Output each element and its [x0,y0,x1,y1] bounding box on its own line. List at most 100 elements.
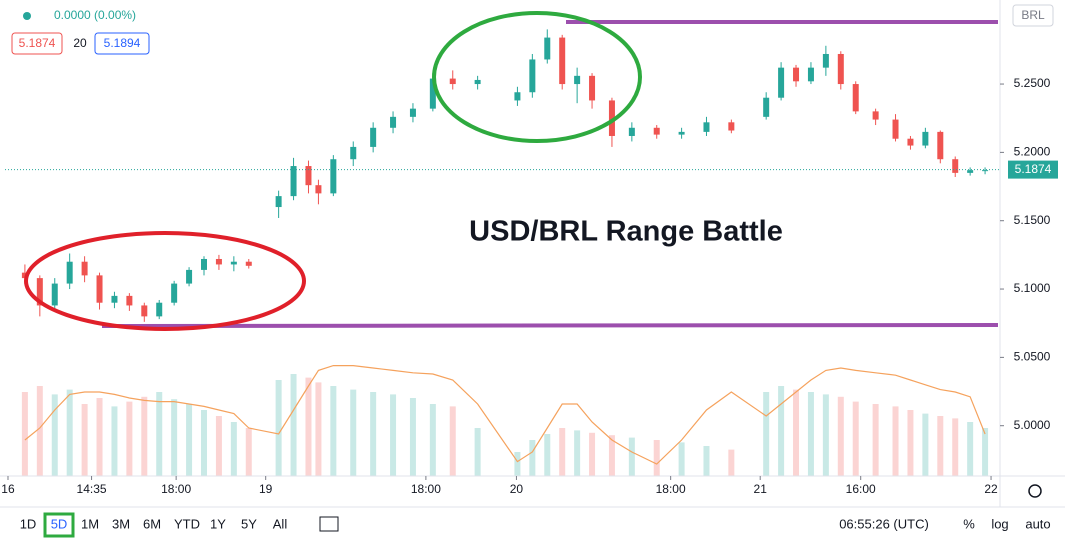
candle-body [763,97,770,117]
volume-bar [514,452,521,476]
candle-body [245,261,252,266]
last-price-label: 5.1874 [1015,162,1052,176]
x-tick-label: 20 [510,482,524,496]
candle-body [215,258,222,265]
volume-bar [892,406,899,476]
volume-bar [96,398,103,476]
range-button[interactable]: 1Y [210,516,226,531]
candle-body [350,146,357,160]
x-tick-label: 18:00 [161,482,191,496]
bid-box[interactable] [11,32,63,55]
candle-body [315,185,322,194]
volume-bar [305,377,312,476]
range-bar: 1D 5D 1M 3M 6M YTD 1Y 5Y All [20,512,288,538]
volume-bar [728,449,735,476]
status-dot [23,12,31,20]
range-button[interactable]: 1D [20,516,37,531]
compare-icon[interactable] [319,516,339,532]
volume-bar [141,396,148,476]
ask: 5.1894 [104,36,141,50]
y-tick-label: 5.2000 [1014,145,1051,159]
volume-bar [409,398,416,476]
range-button[interactable]: 1M [81,516,99,531]
candle-body [305,166,312,186]
log-toggle[interactable]: log [991,516,1008,531]
volume-bar [822,394,829,476]
candle-body [429,78,436,109]
x-tick-label: 18:00 [411,482,441,496]
candle-body [703,122,710,132]
volume-bar [529,440,536,476]
volume-bar [350,389,357,476]
x-tick-label: 22 [984,482,998,496]
candle-body [837,53,844,85]
range-button[interactable]: 3M [112,516,130,531]
range-button[interactable]: 5D [51,516,68,531]
candle-body [852,84,859,112]
volume-bar [186,404,193,476]
volume-bar [793,389,800,476]
volume-bar [171,399,178,476]
bid: 5.1874 [19,36,56,50]
x-tick-label: 19 [259,482,273,496]
candle-body [66,261,73,284]
candle-body [982,170,989,172]
candle-body [967,170,974,173]
volume-bar [872,404,879,476]
candle-body [892,119,899,139]
candle-body [574,75,581,85]
candle-body [409,108,416,117]
volume-bar [51,394,58,476]
volume-bar [952,418,959,476]
candle-body [51,283,58,306]
volume-bar [449,406,456,476]
ask-box[interactable] [94,32,150,55]
range-button[interactable]: 5Y [241,516,257,531]
candle-body [793,67,800,82]
y-tick-label: 5.1500 [1014,213,1051,227]
volume-bar [215,416,222,476]
candle-body [872,111,879,120]
candle-body [96,275,103,303]
volume-bar [330,386,337,476]
candle-body [201,258,207,270]
percent-toggle[interactable]: % [963,516,975,531]
candle-body [330,159,337,194]
y-tick-label: 5.0000 [1014,418,1051,432]
volume-bar [678,442,685,476]
volume-bar [778,386,785,476]
y-tick-label: 5.0500 [1014,350,1051,364]
currency: BRL [1021,8,1045,22]
x-tick-label: 16 [1,482,15,496]
candle-body [156,302,163,317]
x-tick-label: 16:00 [846,482,876,496]
highlight-ellipse [24,231,306,331]
candle-body [907,138,914,146]
candle-body [807,67,814,82]
range-button[interactable]: 6M [143,516,161,531]
candle-body [290,166,297,197]
range-button[interactable]: YTD [174,516,200,531]
candle-body [449,78,456,85]
volume-bar [81,404,88,476]
candle-body [559,37,566,85]
annotation: USD/BRL Range Battle [469,216,783,248]
candle-body [186,269,193,284]
spread: 20 [73,36,87,50]
settings-icon[interactable] [1028,484,1042,498]
volume-bar [922,413,929,476]
auto-toggle[interactable]: auto [1025,516,1050,531]
candle-body [822,53,829,68]
x-tick-label: 18:00 [656,482,686,496]
last-price-box [1008,160,1058,179]
range-button[interactable]: All [273,516,288,531]
candle-body [544,37,551,60]
volume-bar [559,428,566,476]
candle-body [952,159,959,173]
currency-box[interactable] [1012,4,1054,27]
volume-bar [290,374,297,476]
volume-bar [230,422,237,476]
volume-bar [201,410,207,476]
y-tick-label: 5.1000 [1014,281,1051,295]
